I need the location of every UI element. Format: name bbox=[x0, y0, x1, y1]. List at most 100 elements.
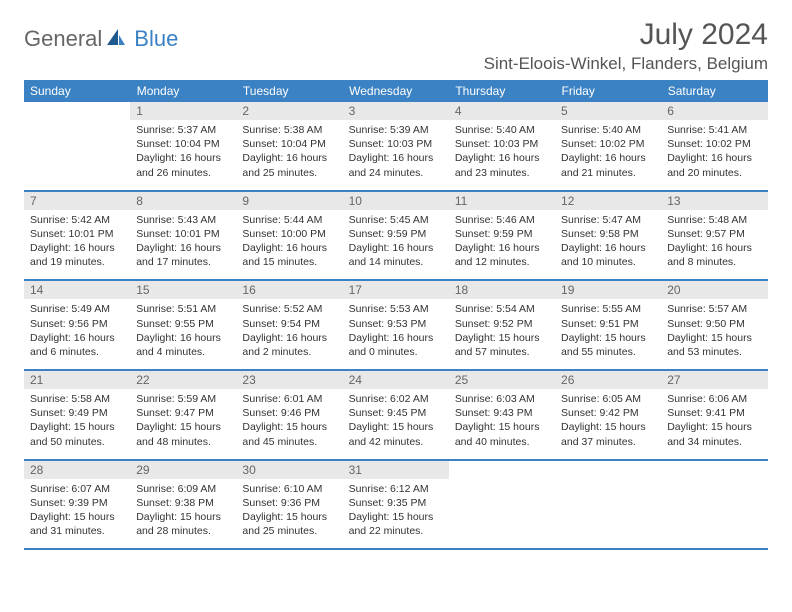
calendar-cell: 31Sunrise: 6:12 AMSunset: 9:35 PMDayligh… bbox=[343, 460, 449, 550]
sunrise-line: Sunrise: 5:49 AM bbox=[30, 302, 124, 316]
sunrise-line: Sunrise: 5:38 AM bbox=[242, 123, 336, 137]
dayname-monday: Monday bbox=[130, 80, 236, 102]
dayname-wednesday: Wednesday bbox=[343, 80, 449, 102]
sunset-line: Sunset: 9:47 PM bbox=[136, 406, 230, 420]
day-content: Sunrise: 5:45 AMSunset: 9:59 PMDaylight:… bbox=[343, 210, 449, 280]
sunrise-line: Sunrise: 6:03 AM bbox=[455, 392, 549, 406]
daylight-line: Daylight: 15 hours and 31 minutes. bbox=[30, 510, 124, 538]
day-number: 3 bbox=[343, 102, 449, 120]
sunrise-line: Sunrise: 5:54 AM bbox=[455, 302, 549, 316]
day-number: 30 bbox=[236, 461, 342, 479]
calendar-cell: 13Sunrise: 5:48 AMSunset: 9:57 PMDayligh… bbox=[661, 191, 767, 281]
calendar-cell: 26Sunrise: 6:05 AMSunset: 9:42 PMDayligh… bbox=[555, 370, 661, 460]
sunset-line: Sunset: 9:59 PM bbox=[455, 227, 549, 241]
daylight-line: Daylight: 16 hours and 0 minutes. bbox=[349, 331, 443, 359]
day-number: 27 bbox=[661, 371, 767, 389]
day-content: Sunrise: 5:49 AMSunset: 9:56 PMDaylight:… bbox=[24, 299, 130, 369]
day-number: 20 bbox=[661, 281, 767, 299]
sunset-line: Sunset: 9:51 PM bbox=[561, 317, 655, 331]
daylight-line: Daylight: 16 hours and 2 minutes. bbox=[242, 331, 336, 359]
day-number: 18 bbox=[449, 281, 555, 299]
day-number: 21 bbox=[24, 371, 130, 389]
day-content: Sunrise: 6:03 AMSunset: 9:43 PMDaylight:… bbox=[449, 389, 555, 459]
sunrise-line: Sunrise: 5:45 AM bbox=[349, 213, 443, 227]
day-number: 11 bbox=[449, 192, 555, 210]
sunrise-line: Sunrise: 6:09 AM bbox=[136, 482, 230, 496]
daylight-line: Daylight: 16 hours and 14 minutes. bbox=[349, 241, 443, 269]
daylight-line: Daylight: 15 hours and 45 minutes. bbox=[242, 420, 336, 448]
daylight-line: Daylight: 15 hours and 42 minutes. bbox=[349, 420, 443, 448]
day-number: 15 bbox=[130, 281, 236, 299]
dayname-friday: Friday bbox=[555, 80, 661, 102]
daylight-line: Daylight: 16 hours and 10 minutes. bbox=[561, 241, 655, 269]
sunset-line: Sunset: 10:00 PM bbox=[242, 227, 336, 241]
day-content: Sunrise: 5:43 AMSunset: 10:01 PMDaylight… bbox=[130, 210, 236, 280]
sunrise-line: Sunrise: 5:59 AM bbox=[136, 392, 230, 406]
day-content: Sunrise: 5:59 AMSunset: 9:47 PMDaylight:… bbox=[130, 389, 236, 459]
sunset-line: Sunset: 9:55 PM bbox=[136, 317, 230, 331]
day-number: 22 bbox=[130, 371, 236, 389]
sunrise-line: Sunrise: 6:05 AM bbox=[561, 392, 655, 406]
day-content: Sunrise: 6:06 AMSunset: 9:41 PMDaylight:… bbox=[661, 389, 767, 459]
dayname-thursday: Thursday bbox=[449, 80, 555, 102]
calendar-cell: 27Sunrise: 6:06 AMSunset: 9:41 PMDayligh… bbox=[661, 370, 767, 460]
sunset-line: Sunset: 10:01 PM bbox=[136, 227, 230, 241]
calendar-cell: 29Sunrise: 6:09 AMSunset: 9:38 PMDayligh… bbox=[130, 460, 236, 550]
daylight-line: Daylight: 16 hours and 21 minutes. bbox=[561, 151, 655, 179]
calendar-table: SundayMondayTuesdayWednesdayThursdayFrid… bbox=[24, 80, 768, 550]
daylight-line: Daylight: 16 hours and 19 minutes. bbox=[30, 241, 124, 269]
calendar-cell: 28Sunrise: 6:07 AMSunset: 9:39 PMDayligh… bbox=[24, 460, 130, 550]
sunset-line: Sunset: 9:53 PM bbox=[349, 317, 443, 331]
sunset-line: Sunset: 9:46 PM bbox=[242, 406, 336, 420]
sunset-line: Sunset: 10:02 PM bbox=[561, 137, 655, 151]
daylight-line: Daylight: 16 hours and 15 minutes. bbox=[242, 241, 336, 269]
logo-text-blue: Blue bbox=[134, 26, 178, 52]
day-content: Sunrise: 5:48 AMSunset: 9:57 PMDaylight:… bbox=[661, 210, 767, 280]
calendar-cell: 10Sunrise: 5:45 AMSunset: 9:59 PMDayligh… bbox=[343, 191, 449, 281]
sunrise-line: Sunrise: 6:12 AM bbox=[349, 482, 443, 496]
calendar-week-row: 7Sunrise: 5:42 AMSunset: 10:01 PMDayligh… bbox=[24, 191, 768, 281]
day-number: 12 bbox=[555, 192, 661, 210]
day-number: 26 bbox=[555, 371, 661, 389]
sunset-line: Sunset: 9:50 PM bbox=[667, 317, 761, 331]
calendar-week-row: .1Sunrise: 5:37 AMSunset: 10:04 PMDaylig… bbox=[24, 102, 768, 191]
sunset-line: Sunset: 9:54 PM bbox=[242, 317, 336, 331]
day-number: 29 bbox=[130, 461, 236, 479]
calendar-cell: 1Sunrise: 5:37 AMSunset: 10:04 PMDayligh… bbox=[130, 102, 236, 191]
day-content: Sunrise: 5:38 AMSunset: 10:04 PMDaylight… bbox=[236, 120, 342, 190]
sunset-line: Sunset: 9:35 PM bbox=[349, 496, 443, 510]
day-content: Sunrise: 5:47 AMSunset: 9:58 PMDaylight:… bbox=[555, 210, 661, 280]
calendar-cell: . bbox=[24, 102, 130, 191]
calendar-cell: 19Sunrise: 5:55 AMSunset: 9:51 PMDayligh… bbox=[555, 280, 661, 370]
sunset-line: Sunset: 9:45 PM bbox=[349, 406, 443, 420]
day-content: Sunrise: 5:40 AMSunset: 10:02 PMDaylight… bbox=[555, 120, 661, 190]
sunrise-line: Sunrise: 5:51 AM bbox=[136, 302, 230, 316]
day-number: 10 bbox=[343, 192, 449, 210]
sunset-line: Sunset: 10:03 PM bbox=[349, 137, 443, 151]
sunset-line: Sunset: 9:36 PM bbox=[242, 496, 336, 510]
sunrise-line: Sunrise: 5:42 AM bbox=[30, 213, 124, 227]
calendar-cell: 22Sunrise: 5:59 AMSunset: 9:47 PMDayligh… bbox=[130, 370, 236, 460]
sunrise-line: Sunrise: 5:40 AM bbox=[455, 123, 549, 137]
daylight-line: Daylight: 16 hours and 8 minutes. bbox=[667, 241, 761, 269]
day-content: Sunrise: 6:07 AMSunset: 9:39 PMDaylight:… bbox=[24, 479, 130, 549]
day-number: 17 bbox=[343, 281, 449, 299]
sunset-line: Sunset: 10:03 PM bbox=[455, 137, 549, 151]
daylight-line: Daylight: 15 hours and 37 minutes. bbox=[561, 420, 655, 448]
sunset-line: Sunset: 9:56 PM bbox=[30, 317, 124, 331]
day-number: 2 bbox=[236, 102, 342, 120]
day-number: 23 bbox=[236, 371, 342, 389]
day-number: 16 bbox=[236, 281, 342, 299]
title-block: July 2024 Sint-Eloois-Winkel, Flanders, … bbox=[484, 18, 768, 74]
dayname-sunday: Sunday bbox=[24, 80, 130, 102]
calendar-cell: 18Sunrise: 5:54 AMSunset: 9:52 PMDayligh… bbox=[449, 280, 555, 370]
sunrise-line: Sunrise: 5:58 AM bbox=[30, 392, 124, 406]
calendar-cell: 15Sunrise: 5:51 AMSunset: 9:55 PMDayligh… bbox=[130, 280, 236, 370]
logo-sail-icon bbox=[106, 28, 126, 51]
daylight-line: Daylight: 16 hours and 12 minutes. bbox=[455, 241, 549, 269]
daylight-line: Daylight: 15 hours and 48 minutes. bbox=[136, 420, 230, 448]
sunset-line: Sunset: 9:49 PM bbox=[30, 406, 124, 420]
calendar-cell: 11Sunrise: 5:46 AMSunset: 9:59 PMDayligh… bbox=[449, 191, 555, 281]
calendar-cell: 17Sunrise: 5:53 AMSunset: 9:53 PMDayligh… bbox=[343, 280, 449, 370]
calendar-cell: 5Sunrise: 5:40 AMSunset: 10:02 PMDayligh… bbox=[555, 102, 661, 191]
